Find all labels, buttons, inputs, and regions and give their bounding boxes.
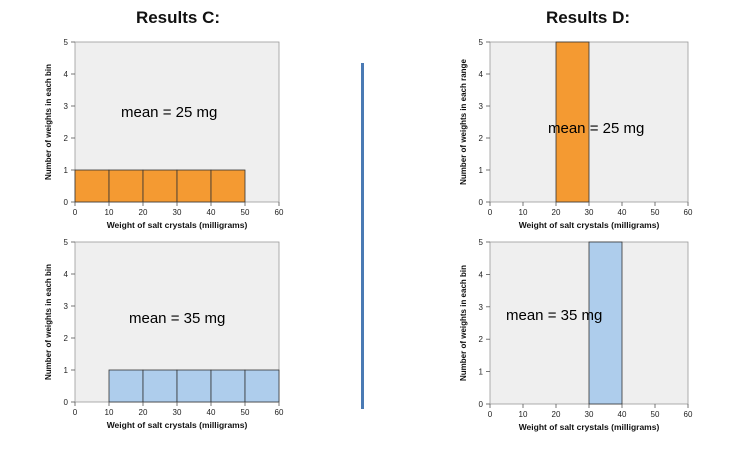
- y-tick-label: 2: [64, 334, 69, 343]
- x-tick-label: 30: [173, 408, 182, 417]
- x-tick-label: 40: [207, 208, 216, 217]
- x-tick-label: 60: [275, 208, 284, 217]
- y-tick-label: 3: [64, 302, 69, 311]
- y-tick-label: 1: [479, 166, 484, 175]
- y-tick-label: 0: [479, 400, 484, 409]
- x-tick-label: 40: [207, 408, 216, 417]
- x-tick-label: 10: [105, 208, 114, 217]
- histogram-bar: [588, 241, 623, 405]
- x-tick-label: 0: [488, 208, 493, 217]
- y-axis-label: Number of weights in each bin: [44, 264, 53, 380]
- histogram-bar: [210, 169, 246, 203]
- x-tick-label: 60: [684, 410, 693, 419]
- y-tick-label: 4: [64, 270, 69, 279]
- mean-annotation: mean = 25 mg: [121, 104, 218, 121]
- histogram-bar: [210, 369, 246, 403]
- y-axis-label: Number of weights in each bin: [44, 64, 53, 180]
- x-tick-label: 20: [139, 208, 148, 217]
- histogram-bar: [74, 169, 110, 203]
- x-tick-label: 50: [651, 208, 660, 217]
- divider: [361, 63, 364, 409]
- histogram-bar: [108, 169, 144, 203]
- histogram-bar: [142, 169, 178, 203]
- y-tick-label: 4: [64, 70, 69, 79]
- y-tick-label: 5: [64, 38, 69, 47]
- y-tick-label: 2: [64, 134, 69, 143]
- histogram-bar: [176, 369, 212, 403]
- histogram-bar: [108, 369, 144, 403]
- x-tick-label: 10: [519, 410, 528, 419]
- x-tick-label: 10: [519, 208, 528, 217]
- y-tick-label: 5: [479, 238, 484, 247]
- x-tick-label: 40: [618, 410, 627, 419]
- mean-annotation: mean = 35 mg: [129, 310, 226, 327]
- y-tick-label: 4: [479, 70, 484, 79]
- x-axis-label: Weight of salt crystals (milligrams): [519, 220, 660, 230]
- x-tick-label: 0: [73, 208, 78, 217]
- y-tick-label: 3: [64, 102, 69, 111]
- histogram-bar: [142, 369, 178, 403]
- y-tick-label: 4: [479, 270, 484, 279]
- x-tick-label: 30: [585, 410, 594, 419]
- results-d-title: Results D:: [545, 8, 631, 27]
- y-tick-label: 5: [64, 238, 69, 247]
- x-tick-label: 50: [651, 410, 660, 419]
- mean-annotation: mean = 35 mg: [506, 307, 603, 324]
- x-tick-label: 40: [618, 208, 627, 217]
- chart-results-d-top: 0 1 2 3 4 5 0 10 20 30 40 50 60 Weight of salt crysta…: [455, 36, 698, 236]
- y-tick-label: 0: [479, 198, 484, 207]
- x-tick-label: 10: [105, 408, 114, 417]
- histogram-bar: [244, 369, 280, 403]
- y-tick-label: 0: [64, 398, 69, 407]
- y-tick-label: 1: [479, 368, 484, 377]
- y-tick-label: 3: [479, 303, 484, 312]
- y-tick-label: 2: [479, 335, 484, 344]
- chart-results-c-top: 0 1 2 3 4 5 0 10 20 30 40 50 60 Weight of salt crysta…: [40, 36, 289, 236]
- chart-results-d-bottom: 0 1 2 3 4 5 0 10 20 30 40 50 60 Weight of salt crysta…: [455, 236, 698, 438]
- x-tick-label: 0: [73, 408, 78, 417]
- x-tick-label: 20: [552, 410, 561, 419]
- x-tick-label: 60: [684, 208, 693, 217]
- y-tick-label: 2: [479, 134, 484, 143]
- histogram-bar: [555, 41, 590, 203]
- x-tick-label: 20: [139, 408, 148, 417]
- y-tick-label: 3: [479, 102, 484, 111]
- x-tick-label: 60: [275, 408, 284, 417]
- x-tick-label: 0: [488, 410, 493, 419]
- y-axis-label: Number of weights in each range: [459, 59, 468, 185]
- x-tick-label: 30: [173, 208, 182, 217]
- y-tick-label: 0: [64, 198, 69, 207]
- y-tick-label: 5: [479, 38, 484, 47]
- results-c-title: Results C:: [135, 8, 221, 27]
- x-axis-label: Weight of salt crystals (milligrams): [107, 420, 248, 430]
- histogram-bar: [176, 169, 212, 203]
- y-tick-label: 1: [64, 366, 69, 375]
- mean-annotation: mean = 25 mg: [548, 120, 645, 137]
- x-tick-label: 50: [241, 408, 250, 417]
- y-tick-label: 1: [64, 166, 69, 175]
- y-axis-label: Number of weights in each bin: [459, 265, 468, 381]
- x-axis-label: Weight of salt crystals (milligrams): [519, 422, 660, 432]
- x-tick-label: 20: [552, 208, 561, 217]
- x-tick-label: 30: [585, 208, 594, 217]
- chart-results-c-bottom: 0 1 2 3 4 5 0 10 20 30 40 50 60 Weight of salt crysta…: [40, 236, 289, 436]
- x-tick-label: 50: [241, 208, 250, 217]
- x-axis-label: Weight of salt crystals (milligrams): [107, 220, 248, 230]
